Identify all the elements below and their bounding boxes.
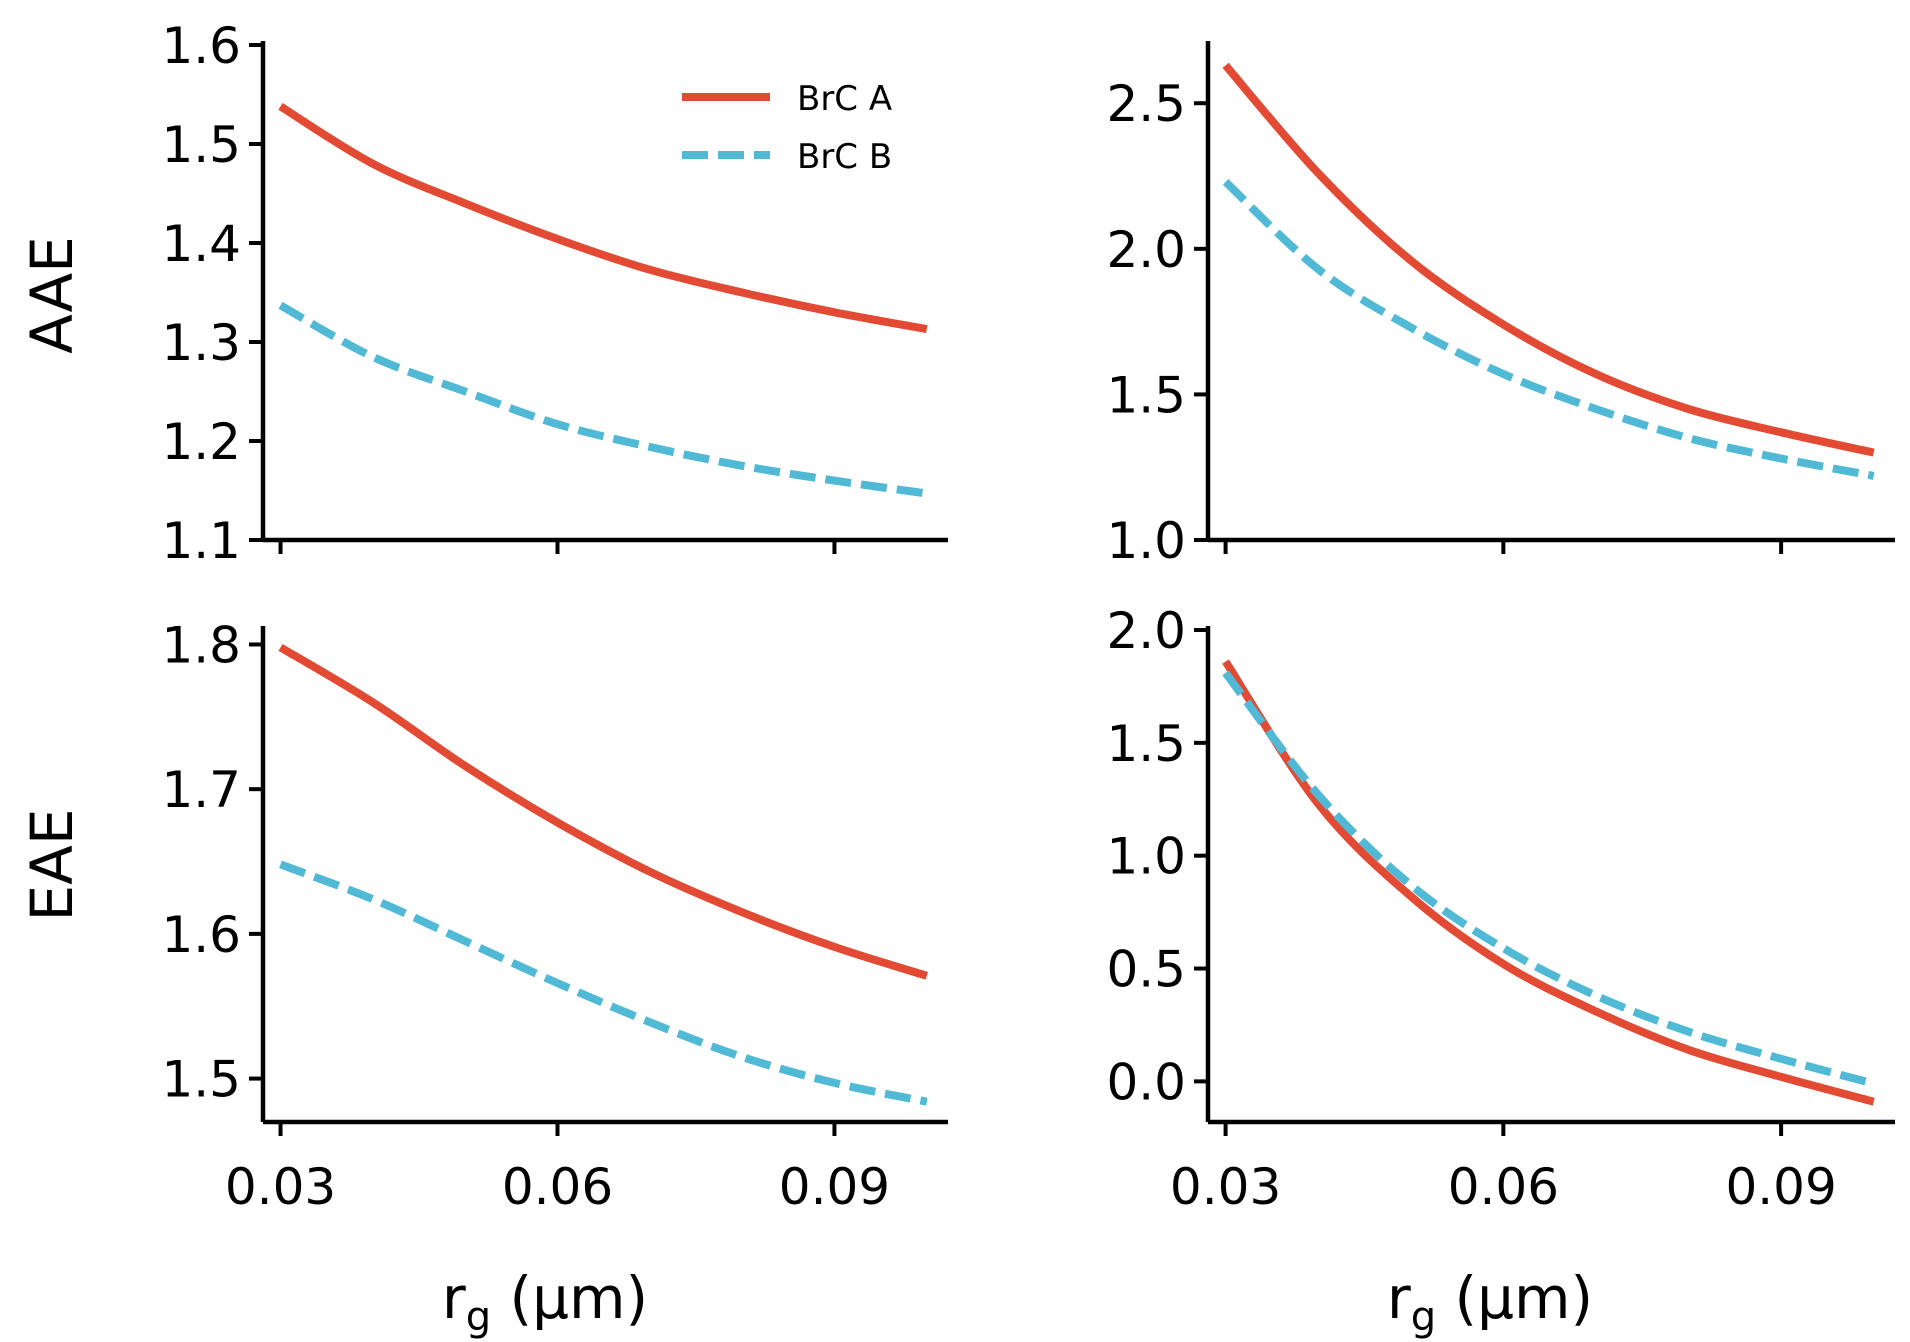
y-tick-label: 1.8 <box>161 616 241 674</box>
ylabel-aae: AAE <box>18 236 86 354</box>
x-tick-label: 0.09 <box>779 1158 890 1216</box>
x-tick-label: 0.06 <box>502 1158 613 1216</box>
y-tick-label: 1.2 <box>161 413 241 471</box>
y-tick-label: 1.7 <box>161 761 241 819</box>
x-tick-label: 0.09 <box>1725 1158 1836 1216</box>
series-line-brc-b <box>1222 178 1875 480</box>
y-tick-label: 1.6 <box>161 17 241 75</box>
x-tick-label: 0.06 <box>1448 1158 1559 1216</box>
y-tick-label: 2.5 <box>1106 75 1186 133</box>
y-tick-label: 1.4 <box>161 215 241 273</box>
y-tick-label: 2.0 <box>1106 602 1186 660</box>
y-tick-label: 0.5 <box>1106 941 1186 999</box>
series-line-brc-b <box>1222 670 1875 1088</box>
y-tick-label: 0.0 <box>1106 1053 1186 1111</box>
plot-area: 1.11.21.31.41.51.61.01.52.02.51.51.61.71… <box>161 17 1895 1216</box>
y-tick-label: 1.0 <box>1106 828 1186 886</box>
y-tick-label: 1.6 <box>161 906 241 964</box>
series-line-brc-b <box>278 301 928 498</box>
series-line-brc-a <box>278 643 928 980</box>
y-tick-label: 1.1 <box>161 512 241 570</box>
panel-4: 0.0 0.5 1.0 1.5 2.0 0.03 0.06 0.09 <box>1106 602 1895 1216</box>
series-line-brc-b <box>279 860 928 1106</box>
legend: BrC A BrC B <box>682 79 892 177</box>
x-tick-label: 0.03 <box>225 1158 336 1216</box>
series-line-brc-a <box>278 103 928 334</box>
y-tick-label: 1.5 <box>1106 366 1186 424</box>
x-tick-label: 0.03 <box>1170 1158 1281 1216</box>
panel-3: 1.5 1.6 1.7 1.8 0.03 0.06 0.09 <box>161 616 948 1216</box>
legend-label-brc-b: BrC B <box>797 137 892 177</box>
panel-1: 1.1 1.2 1.3 1.4 1.5 1.6 <box>161 17 948 570</box>
y-tick-label: 1.5 <box>161 116 241 174</box>
y-tick-label: 1.0 <box>1106 512 1186 570</box>
y-tick-label: 2.0 <box>1106 221 1186 279</box>
ylabel-eae: EAE <box>18 809 86 922</box>
y-tick-label: 1.3 <box>161 314 241 372</box>
xlabel-right: rg (μm) <box>1387 1264 1593 1340</box>
series-line-brc-a <box>1222 62 1875 457</box>
series-line-brc-a <box>1222 659 1875 1106</box>
legend-label-brc-a: BrC A <box>797 79 892 119</box>
panel-2: 1.0 1.5 2.0 2.5 <box>1106 41 1895 570</box>
y-tick-label: 1.5 <box>1106 715 1186 773</box>
xlabel-left: rg (μm) <box>442 1264 648 1340</box>
y-tick-label: 1.5 <box>161 1051 241 1109</box>
